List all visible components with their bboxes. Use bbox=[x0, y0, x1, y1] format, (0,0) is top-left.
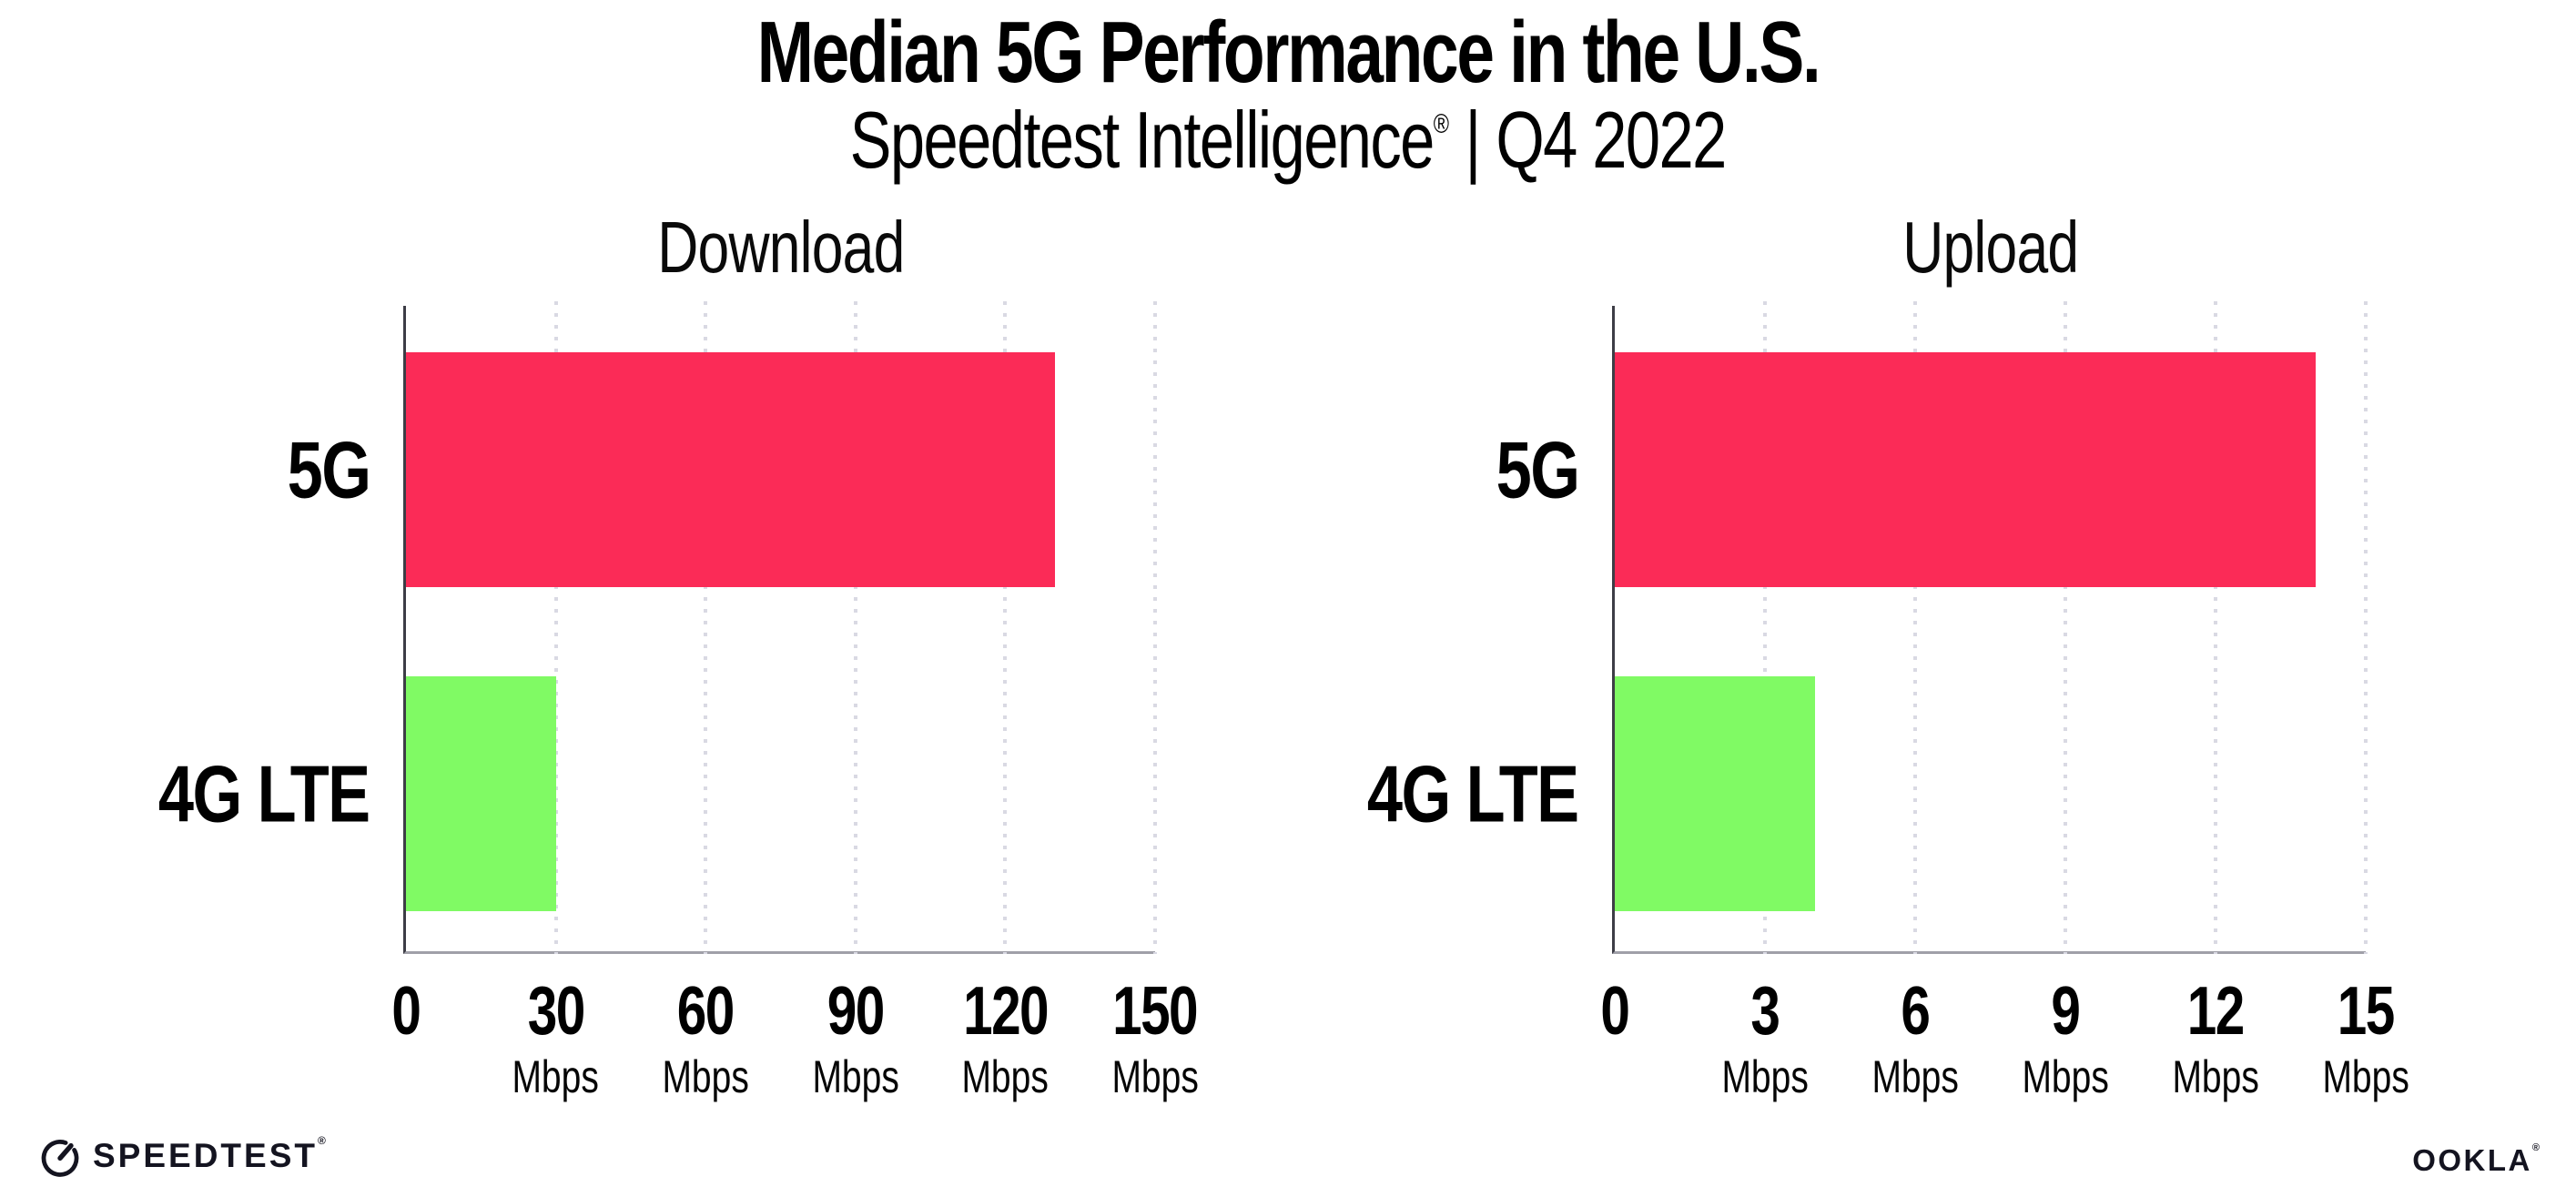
gridline-3 bbox=[1763, 301, 1767, 954]
x-tick-120: 120 Mbps bbox=[961, 972, 1050, 1102]
gridline-12 bbox=[2214, 301, 2217, 954]
page-subtitle: Speedtest Intelligence® | Q4 2022 bbox=[0, 95, 2576, 185]
4g-lte-bar bbox=[406, 676, 556, 912]
x-tick-3: 3 Mbps bbox=[1721, 972, 1809, 1102]
x-tick-12: 12 Mbps bbox=[2172, 972, 2259, 1102]
5g-bar bbox=[1615, 351, 2316, 587]
gridline-6 bbox=[1913, 301, 1917, 954]
speedtest-gauge-icon bbox=[41, 1140, 79, 1177]
speedtest-logo: SPEEDTEST® bbox=[38, 1134, 326, 1178]
x-tick-150: 150 Mbps bbox=[1111, 972, 1199, 1102]
page-title-text: Median 5G Performance in the U.S. bbox=[756, 4, 1821, 101]
page-title: Median 5G Performance in the U.S. bbox=[0, 4, 2576, 101]
registered-mark-icon: ® bbox=[2531, 1142, 2540, 1153]
upload-chart-title: Upload bbox=[1902, 207, 2079, 288]
category-label-4g-lte: 4G LTE bbox=[158, 748, 370, 839]
registered-mark-icon: ® bbox=[318, 1133, 326, 1147]
x-tick-9: 9 Mbps bbox=[2022, 972, 2109, 1102]
subtitle-period: | Q4 2022 bbox=[1449, 95, 1728, 185]
x-tick-60: 60 Mbps bbox=[662, 972, 749, 1102]
gridline-30 bbox=[553, 301, 558, 954]
x-tick-15: 15 Mbps bbox=[2322, 972, 2409, 1102]
x-tick-30: 30 Mbps bbox=[512, 972, 600, 1102]
gridline-150 bbox=[1153, 301, 1157, 954]
registered-mark-icon: ® bbox=[1434, 108, 1450, 139]
5g-bar bbox=[406, 351, 1056, 587]
upload-chart: Upload 5G 4G LTE 0 3 Mbps 6 Mbps 9 Mbps 12 Mbps 15 M… bbox=[1367, 211, 2409, 1101]
ookla-wordmark: OOKLA bbox=[2412, 1143, 2532, 1177]
download-chart: Download 5G 4G LTE 0 30 Mbps 60 Mbps 90 Mbps 120 M… bbox=[158, 211, 1199, 1101]
gridline-15 bbox=[2364, 301, 2368, 954]
gridline-9 bbox=[2064, 301, 2067, 954]
category-label-4g-lte: 4G LTE bbox=[1367, 748, 1579, 839]
gridline-90 bbox=[853, 301, 857, 954]
x-tick-90: 90 Mbps bbox=[812, 972, 899, 1102]
x-tick-0: 0 bbox=[1600, 972, 1631, 1049]
speedtest-wordmark: SPEEDTEST® bbox=[93, 1133, 326, 1174]
4g-lte-bar bbox=[1615, 676, 1815, 912]
subtitle-brand: Speedtest Intelligence bbox=[849, 95, 1435, 185]
category-label-5g: 5G bbox=[287, 424, 370, 515]
gridline-60 bbox=[704, 301, 708, 954]
ookla-logo: OOKLA® bbox=[2412, 1142, 2540, 1178]
gridline-120 bbox=[1003, 301, 1008, 954]
category-label-5g: 5G bbox=[1496, 424, 1579, 515]
page-subtitle-text: Speedtest Intelligence® | Q4 2022 bbox=[849, 95, 1728, 185]
download-chart-title: Download bbox=[656, 207, 905, 288]
x-tick-0: 0 bbox=[391, 972, 422, 1049]
x-tick-6: 6 Mbps bbox=[1871, 972, 1959, 1102]
